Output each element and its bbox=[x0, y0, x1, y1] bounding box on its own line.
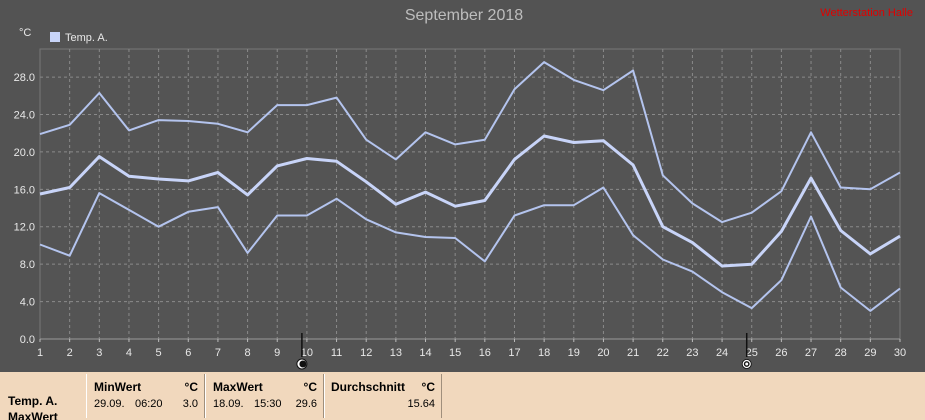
x-tick-label: 14 bbox=[419, 347, 431, 359]
x-tick-label: 10 bbox=[301, 347, 313, 359]
y-tick-label: 24.0 bbox=[14, 109, 35, 121]
x-tick-label: 15 bbox=[449, 347, 461, 359]
x-tick-label: 13 bbox=[390, 347, 402, 359]
x-tick-label: 8 bbox=[245, 347, 251, 359]
moon-markers bbox=[296, 333, 752, 370]
x-tick-label: 25 bbox=[746, 347, 758, 359]
x-tick-label: 1 bbox=[37, 347, 43, 359]
x-tick-label: 3 bbox=[96, 347, 102, 359]
series-line-min bbox=[39, 186, 901, 312]
y-tick-label: 12.0 bbox=[14, 222, 35, 234]
x-tick-label: 5 bbox=[156, 347, 162, 359]
statistics-panel: Temp. A. MaxWert MinWert °C 29.09. 06:20… bbox=[0, 372, 925, 420]
average-value-box: Durchschnitt °C 15.64 bbox=[324, 374, 442, 418]
x-tick-label: 7 bbox=[215, 347, 221, 359]
grid-lines bbox=[40, 49, 900, 340]
x-tick-label: 19 bbox=[568, 347, 580, 359]
x-tick-label: 29 bbox=[864, 347, 876, 359]
max-header: MaxWert bbox=[213, 380, 263, 394]
max-unit: °C bbox=[303, 380, 317, 394]
series-lines bbox=[39, 61, 901, 312]
x-tick-label: 24 bbox=[716, 347, 728, 359]
full-moon-icon bbox=[741, 359, 752, 369]
max-time: 15:30 bbox=[254, 398, 282, 410]
x-tick-label: 6 bbox=[185, 347, 191, 359]
station-brand: Wetterstation Halle bbox=[820, 7, 913, 19]
min-value: 3.0 bbox=[182, 398, 198, 410]
x-tick-label: 26 bbox=[775, 347, 787, 359]
average-value: 15.64 bbox=[407, 398, 435, 410]
y-axis-unit: °C bbox=[19, 27, 31, 39]
legend-swatch bbox=[50, 32, 60, 42]
x-tick-label: 27 bbox=[805, 347, 817, 359]
x-tick-label: 11 bbox=[331, 347, 342, 359]
x-tick-label: 21 bbox=[627, 347, 639, 359]
min-header: MinWert bbox=[94, 380, 142, 394]
y-tick-label: 0.0 bbox=[20, 334, 35, 346]
y-tick-label: 4.0 bbox=[20, 297, 35, 309]
temperature-chart: September 2018 Wetterstation Halle °C Te… bbox=[14, 7, 913, 370]
average-header: Durchschnitt bbox=[331, 380, 406, 394]
stats-row-label: Temp. A. bbox=[8, 394, 58, 408]
max-value: 29.6 bbox=[295, 398, 317, 410]
y-tick-label: 8.0 bbox=[20, 259, 35, 271]
y-tick-label: 28.0 bbox=[14, 72, 35, 84]
x-tick-label: 16 bbox=[479, 347, 491, 359]
average-unit: °C bbox=[421, 380, 435, 394]
min-date: 29.09. bbox=[94, 398, 125, 410]
max-value-box: MaxWert °C 18.09. 15:30 29.6 bbox=[205, 374, 324, 418]
x-tick-label: 17 bbox=[508, 347, 520, 359]
chart-title: September 2018 bbox=[405, 7, 523, 24]
min-unit: °C bbox=[184, 380, 198, 394]
stats-row-label-secondary: MaxWert bbox=[8, 410, 58, 420]
y-tick-label: 16.0 bbox=[14, 184, 35, 196]
x-tick-label: 22 bbox=[657, 347, 669, 359]
plot-area bbox=[39, 48, 901, 340]
x-tick-label: 2 bbox=[67, 347, 73, 359]
x-tick-label: 30 bbox=[894, 347, 906, 359]
x-tick-label: 4 bbox=[126, 347, 132, 359]
x-tick-label: 12 bbox=[360, 347, 372, 359]
min-time: 06:20 bbox=[135, 398, 163, 410]
series-line-max bbox=[39, 61, 901, 224]
series-line-mean bbox=[39, 134, 901, 268]
min-value-box: MinWert °C 29.09. 06:20 3.0 bbox=[86, 374, 205, 418]
axis-ticks: 1 2 3 4 5 6 7 8 9 10 11 12 13 14 15 16 17 18 19 20 21 22 23 24 2… bbox=[14, 72, 907, 359]
x-tick-label: 20 bbox=[597, 347, 609, 359]
x-tick-label: 18 bbox=[538, 347, 550, 359]
y-tick-label: 20.0 bbox=[14, 147, 35, 159]
legend-label: Temp. A. bbox=[65, 32, 108, 44]
new-moon-icon bbox=[296, 358, 308, 370]
x-tick-label: 23 bbox=[686, 347, 698, 359]
max-date: 18.09. bbox=[213, 398, 244, 410]
x-tick-label: 28 bbox=[835, 347, 847, 359]
x-tick-label: 9 bbox=[274, 347, 280, 359]
